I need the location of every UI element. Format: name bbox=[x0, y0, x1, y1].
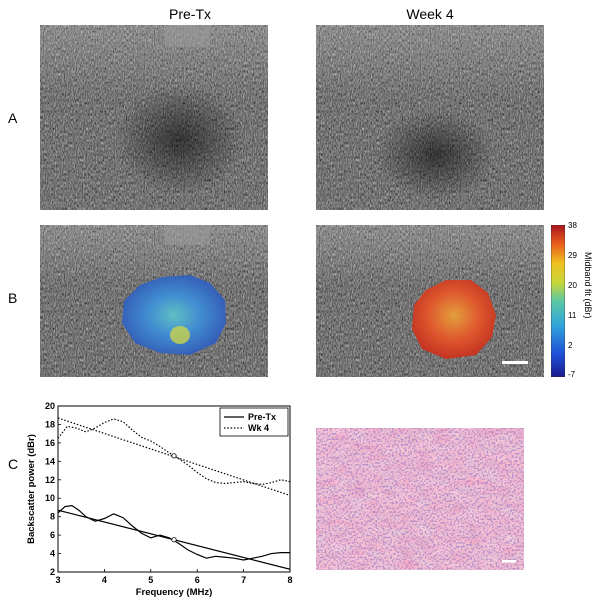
colorbar-tick-11: 11 bbox=[568, 311, 577, 320]
midband-fit-overlay-week-4 bbox=[412, 280, 496, 359]
x-tick-label: 4 bbox=[102, 575, 107, 585]
histology-image bbox=[316, 428, 524, 570]
y-axis-label: Backscatter power (dBr) bbox=[26, 434, 37, 544]
y-tick-label: 8 bbox=[50, 512, 55, 522]
y-tick-label: 12 bbox=[45, 475, 55, 485]
colorbar-tick-38: 38 bbox=[568, 221, 577, 230]
colorbar-tick-minus-7: -7 bbox=[568, 370, 576, 379]
midband-marker bbox=[171, 453, 177, 459]
ultrasound-image-a-week-4 bbox=[316, 25, 544, 210]
x-tick-label: 7 bbox=[241, 575, 246, 585]
y-tick-label: 16 bbox=[45, 438, 55, 448]
midband-marker bbox=[171, 537, 177, 543]
ultrasound-image-b-pre-tx bbox=[40, 225, 268, 377]
row-label-a: A bbox=[8, 110, 18, 126]
series-spectrum-line bbox=[57, 418, 291, 485]
row-label-b: B bbox=[8, 290, 18, 306]
ultrasound-image-a-pre-tx bbox=[40, 25, 268, 210]
y-tick-label: 20 bbox=[45, 401, 55, 411]
x-tick-label: 3 bbox=[55, 575, 60, 585]
colorbar-tick-2: 2 bbox=[568, 341, 573, 350]
x-tick-label: 6 bbox=[195, 575, 200, 585]
y-tick-label: 18 bbox=[45, 419, 55, 429]
y-tick-label: 14 bbox=[45, 456, 55, 466]
legend-label: Pre-Tx bbox=[248, 412, 276, 422]
x-axis-label: Frequency (MHz) bbox=[136, 587, 213, 598]
y-tick-label: 10 bbox=[45, 493, 55, 503]
backscatter-spectrum-chart: 3 4 5 6 7 8 2 4 6 8 10 12 14 16 18 20 Frequency (MHz) Bac… bbox=[26, 401, 293, 598]
x-tick-label: 5 bbox=[148, 575, 153, 585]
scale-bar bbox=[502, 361, 528, 364]
legend-box bbox=[219, 407, 289, 437]
ultrasound-image-b-week-4 bbox=[316, 225, 544, 377]
colorbar-title: Midband fit (dBr) bbox=[583, 252, 593, 319]
colorbar bbox=[550, 224, 566, 378]
midband-fit-overlay-pre-tx bbox=[122, 275, 226, 355]
row-label-c: C bbox=[8, 456, 19, 472]
colorbar-tick-29: 29 bbox=[568, 251, 577, 260]
column-title-week-4: Week 4 bbox=[406, 6, 454, 22]
colorbar-tick-20: 20 bbox=[568, 281, 577, 290]
y-tick-label: 2 bbox=[50, 567, 55, 577]
legend-label: Wk 4 bbox=[248, 423, 269, 433]
column-title-pre-tx: Pre-Tx bbox=[169, 6, 211, 22]
y-tick-label: 4 bbox=[50, 549, 55, 559]
histology-scale-bar bbox=[502, 560, 516, 563]
y-tick-label: 6 bbox=[50, 530, 55, 540]
x-tick-label: 8 bbox=[287, 575, 292, 585]
